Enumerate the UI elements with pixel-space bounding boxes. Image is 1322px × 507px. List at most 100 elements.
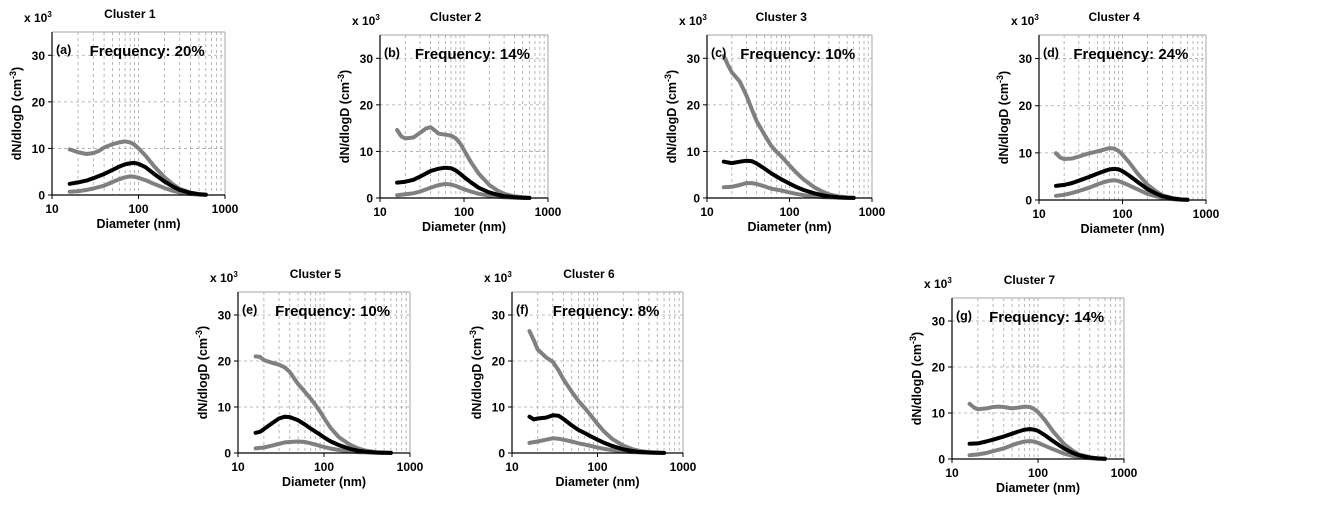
panel-label: (e) — [242, 303, 257, 317]
panel-label: (b) — [384, 46, 400, 60]
series-line-upper — [721, 54, 856, 200]
y-tick-label: 10 — [687, 145, 701, 159]
x-tick-label: 1000 — [670, 460, 697, 474]
series-line-upper — [395, 125, 532, 200]
series-line-mean — [721, 158, 856, 200]
grid-lines — [1039, 35, 1206, 200]
y-axis-label: dN/dlogD (cm-3) — [468, 326, 484, 419]
chart-title: Cluster 6 — [563, 267, 615, 281]
x-tick-label: 10 — [505, 460, 519, 474]
y-axis-label: dN/dlogD (cm-3) — [336, 70, 352, 163]
x-tick-label: 100 — [314, 460, 334, 474]
y-tick-label: 0 — [1025, 194, 1032, 208]
series-line-upper — [67, 139, 208, 197]
y-multiplier-label: x 103 — [24, 10, 52, 25]
frequency-annotation: Frequency: 14% — [415, 46, 530, 63]
y-tick-label: 10 — [218, 401, 232, 415]
frequency-annotation: Frequency: 10% — [275, 303, 390, 320]
series-line-upper — [527, 329, 666, 455]
x-tick-label: 1000 — [397, 460, 424, 474]
y-tick-label: 30 — [360, 52, 374, 66]
x-tick-label: 1000 — [1111, 466, 1138, 480]
x-tick-label: 100 — [128, 202, 148, 216]
y-tick-label: 30 — [218, 309, 232, 323]
y-axis-label: dN/dlogD (cm-3) — [8, 67, 24, 160]
x-tick-label: 10 — [1032, 207, 1046, 221]
y-tick-label: 0 — [693, 192, 700, 206]
y-tick-label: 0 — [366, 192, 373, 206]
y-multiplier-label: x 103 — [679, 13, 707, 28]
chart-title: Cluster 4 — [1088, 10, 1140, 24]
x-axis-label: Diameter (nm) — [555, 475, 639, 489]
series-line-mean — [253, 414, 393, 455]
y-tick-label: 10 — [32, 142, 46, 156]
x-tick-label: 100 — [1028, 466, 1048, 480]
series-line-mean — [527, 413, 666, 455]
y-tick-label: 0 — [38, 189, 45, 203]
x-tick-label: 100 — [779, 205, 799, 219]
y-tick-label: 0 — [938, 453, 945, 467]
y-axis-label: dN/dlogD (cm-3) — [663, 70, 679, 163]
panel-label: (a) — [56, 43, 71, 57]
x-tick-label: 10 — [373, 205, 387, 219]
y-tick-label: 10 — [932, 407, 946, 421]
panel-label: (g) — [956, 309, 972, 323]
frequency-annotation: Frequency: 20% — [90, 43, 205, 60]
y-tick-label: 20 — [1019, 99, 1033, 113]
y-axis-label: dN/dlogD (cm-3) — [194, 326, 210, 419]
y-tick-label: 20 — [687, 98, 701, 112]
y-tick-label: 20 — [360, 98, 374, 112]
y-tick-label: 30 — [932, 315, 946, 329]
chart-title: Cluster 3 — [756, 10, 808, 24]
x-axis-label: Diameter (nm) — [96, 217, 180, 231]
frequency-annotation: Frequency: 8% — [553, 303, 660, 320]
y-tick-label: 30 — [1019, 52, 1033, 66]
x-tick-label: 100 — [587, 460, 607, 474]
y-tick-label: 30 — [492, 309, 506, 323]
y-tick-label: 20 — [218, 355, 232, 369]
x-axis-label: Diameter (nm) — [996, 481, 1080, 495]
x-axis-label: Diameter (nm) — [422, 220, 506, 234]
chart-title: Cluster 1 — [104, 7, 156, 21]
y-tick-label: 10 — [360, 145, 374, 159]
panel-label: (c) — [711, 46, 726, 60]
x-tick-label: 1000 — [535, 205, 562, 219]
y-tick-label: 0 — [224, 447, 231, 461]
x-axis-label: Diameter (nm) — [282, 475, 366, 489]
x-tick-label: 1000 — [212, 202, 239, 216]
chart-title: Cluster 2 — [430, 10, 482, 24]
y-tick-label: 20 — [932, 361, 946, 375]
y-multiplier-label: x 103 — [1011, 13, 1039, 28]
x-axis-label: Diameter (nm) — [1080, 222, 1164, 236]
x-tick-label: 100 — [454, 205, 474, 219]
frequency-annotation: Frequency: 14% — [989, 309, 1104, 326]
x-tick-label: 10 — [231, 460, 245, 474]
x-tick-label: 10 — [945, 466, 959, 480]
series-line-mean — [967, 427, 1107, 461]
chart-title: Cluster 7 — [1004, 273, 1056, 287]
panel-label: (d) — [1043, 46, 1059, 60]
series-line-lower — [67, 174, 208, 197]
x-tick-label: 1000 — [859, 205, 886, 219]
y-axis-label: dN/dlogD (cm-3) — [908, 332, 924, 425]
y-tick-label: 0 — [498, 447, 505, 461]
panel-label: (f) — [516, 303, 529, 317]
y-tick-label: 20 — [32, 95, 46, 109]
grid-lines — [952, 298, 1124, 459]
x-tick-label: 10 — [45, 202, 59, 216]
y-tick-label: 10 — [1019, 146, 1033, 160]
y-axis-label: dN/dlogD (cm-3) — [995, 71, 1011, 164]
x-tick-label: 10 — [700, 205, 714, 219]
y-tick-label: 30 — [687, 52, 701, 66]
y-multiplier-label: x 103 — [484, 270, 512, 285]
chart-title: Cluster 5 — [290, 267, 342, 281]
series-line-mean — [67, 160, 208, 197]
